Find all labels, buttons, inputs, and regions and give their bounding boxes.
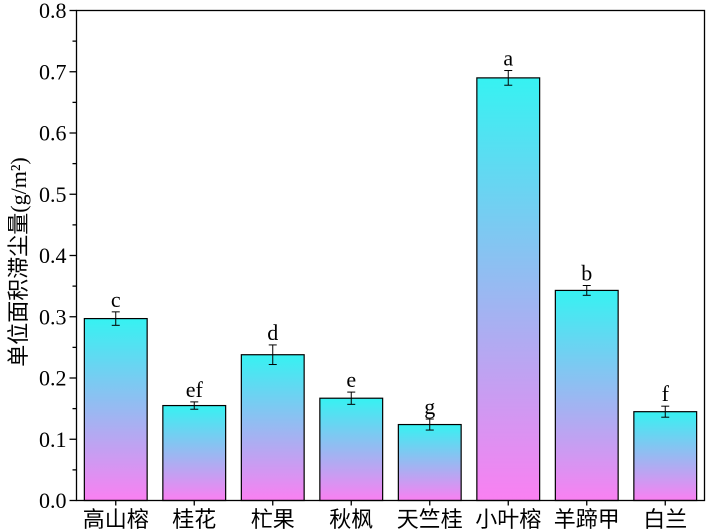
x-tick-label: 小叶榕 (475, 507, 541, 531)
y-axis-label: 单位面积滞尘量(g/m²) (6, 157, 31, 366)
bar (83, 317, 148, 502)
significance-label: ef (186, 377, 204, 402)
bar (162, 404, 227, 502)
y-axis-tick-labels: 0.0 0.1 0.2 0.3 0.4 0.5 0.6 0.7 0.8 (39, 0, 67, 513)
y-axis-ticks (69, 9, 77, 502)
y-tick-label: 0.5 (39, 182, 67, 207)
significance-label: b (581, 261, 592, 286)
significance-label: e (346, 367, 356, 392)
y-tick-label: 0.3 (39, 304, 67, 329)
bar (397, 423, 462, 502)
x-tick-label: 桂花 (172, 507, 216, 531)
y-tick-label: 0.8 (39, 0, 67, 23)
x-tick-label: 杧果 (251, 507, 295, 531)
bar (554, 289, 619, 502)
error-bars (111, 70, 670, 431)
significance-label: f (662, 381, 670, 406)
x-axis-ticks (115, 500, 666, 506)
x-tick-label: 羊蹄甲 (554, 507, 620, 531)
y-tick-label: 0.1 (39, 427, 67, 452)
x-axis-tick-labels: 高山榕 桂花 杧果 秋枫 天竺桂 小叶榕 羊蹄甲 白兰 (83, 507, 688, 531)
y-tick-label: 0.6 (39, 121, 67, 146)
y-tick-label: 0.0 (39, 488, 67, 513)
x-tick-label: 秋枫 (329, 507, 373, 531)
x-tick-label: 白兰 (643, 507, 687, 531)
significance-label: d (267, 320, 278, 345)
bar (319, 397, 384, 502)
bars (83, 77, 698, 502)
bar (633, 411, 698, 502)
y-tick-label: 0.7 (39, 59, 67, 84)
y-tick-label: 0.4 (39, 243, 67, 268)
significance-label: g (424, 394, 435, 419)
x-tick-label: 天竺桂 (397, 507, 463, 531)
significance-label: a (503, 46, 513, 71)
bar (476, 77, 541, 502)
bar (240, 354, 305, 502)
x-tick-label: 高山榕 (83, 507, 149, 531)
significance-labels: c ef d e g a b f (111, 46, 670, 420)
y-tick-label: 0.2 (39, 366, 67, 391)
significance-label: c (111, 287, 121, 312)
